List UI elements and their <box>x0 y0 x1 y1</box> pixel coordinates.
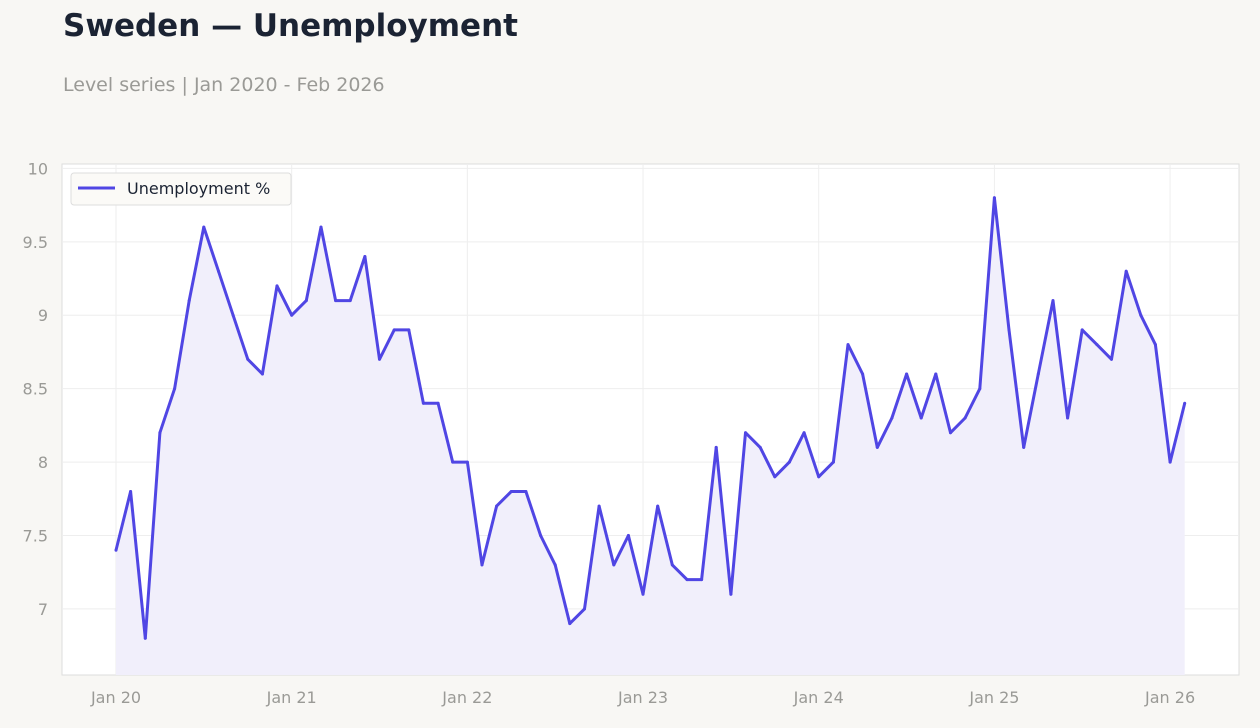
y-tick-label: 8.5 <box>23 380 48 399</box>
data-point <box>275 284 279 288</box>
data-point <box>231 313 235 317</box>
chart-title: Sweden — Unemployment <box>63 8 518 44</box>
data-point <box>831 460 835 464</box>
data-point <box>656 504 660 508</box>
data-point <box>729 592 733 596</box>
x-tick-label: Jan 23 <box>617 688 668 707</box>
data-point <box>290 313 294 317</box>
data-point <box>334 299 338 303</box>
data-point <box>846 343 850 347</box>
series-area-fill <box>116 197 1185 676</box>
series-points <box>114 196 1187 640</box>
data-point <box>758 445 762 449</box>
data-point <box>553 563 557 567</box>
data-point <box>392 328 396 332</box>
x-tick-label: Jan 24 <box>793 688 844 707</box>
data-point <box>348 299 352 303</box>
y-tick-label: 7 <box>38 600 48 619</box>
data-point <box>1110 357 1113 361</box>
data-point <box>817 475 821 479</box>
data-point <box>919 416 923 420</box>
y-tick-label: 9 <box>38 306 48 325</box>
y-tick-label: 7.5 <box>23 527 48 546</box>
data-point <box>158 431 162 435</box>
data-point <box>963 416 967 420</box>
data-point <box>773 475 777 479</box>
data-point <box>1080 328 1084 332</box>
data-point <box>246 357 250 361</box>
data-point <box>787 460 791 464</box>
data-point <box>451 460 455 464</box>
data-point <box>114 548 118 552</box>
y-tick-label: 9.5 <box>23 233 48 252</box>
x-tick-label: Jan 20 <box>90 688 141 707</box>
data-point <box>597 504 601 508</box>
data-point <box>1066 416 1070 420</box>
data-point <box>173 387 177 391</box>
data-point <box>217 269 220 273</box>
data-point <box>1168 460 1172 464</box>
data-point <box>539 534 543 537</box>
data-point <box>802 431 806 435</box>
x-tick-label: Jan 26 <box>1144 688 1195 707</box>
data-point <box>509 490 513 493</box>
data-point <box>685 578 689 582</box>
data-point <box>875 445 879 449</box>
data-point <box>1183 401 1187 405</box>
data-point <box>568 622 572 626</box>
data-point <box>378 357 381 361</box>
data-point <box>890 416 894 420</box>
data-point <box>1095 343 1099 347</box>
data-point <box>641 592 645 596</box>
data-point <box>700 578 704 582</box>
x-tick-label: Jan 22 <box>441 688 492 707</box>
data-point <box>949 431 952 435</box>
data-point <box>992 196 996 200</box>
y-axis: 7 7.5 8 8.5 9 9.5 10 <box>23 159 48 619</box>
data-point <box>319 225 323 229</box>
legend-box <box>70 172 292 206</box>
data-point <box>1153 343 1157 347</box>
data-point <box>1036 372 1040 376</box>
data-point <box>495 504 499 508</box>
data-point <box>524 490 528 493</box>
legend-label: Unemployment % <box>127 179 270 198</box>
data-point <box>744 431 747 435</box>
data-point <box>714 445 718 449</box>
data-point <box>480 563 484 567</box>
data-point <box>1022 445 1026 449</box>
x-tick-label: Jan 21 <box>266 688 317 707</box>
x-axis: Jan 20 Jan 21 Jan 22 Jan 23 Jan 24 Jan 25 Jan … <box>90 688 1195 707</box>
series-line <box>114 196 1187 640</box>
data-point <box>143 636 147 640</box>
data-point <box>1051 299 1055 303</box>
data-point <box>129 490 133 493</box>
data-point <box>1124 269 1128 273</box>
data-point <box>861 372 865 376</box>
data-point <box>363 255 367 258</box>
data-point <box>436 401 440 405</box>
data-point <box>978 387 982 391</box>
data-point <box>1139 313 1143 317</box>
data-point <box>670 563 674 567</box>
data-point <box>304 299 308 303</box>
data-point <box>202 225 206 229</box>
data-point <box>626 534 630 537</box>
data-point <box>583 607 586 611</box>
data-point <box>465 460 469 464</box>
data-point <box>421 401 425 405</box>
data-point <box>260 372 264 376</box>
y-tick-label: 10 <box>28 159 48 178</box>
y-tick-label: 8 <box>38 453 48 472</box>
legend: Unemployment % <box>70 172 292 206</box>
data-point <box>934 372 938 376</box>
chart-subtitle: Level series | Jan 2020 - Feb 2026 <box>63 74 385 96</box>
data-point <box>1007 328 1011 332</box>
x-tick-label: Jan 25 <box>968 688 1019 707</box>
data-point <box>905 372 909 376</box>
data-point <box>612 563 616 567</box>
data-point <box>187 299 191 303</box>
data-point <box>407 328 411 332</box>
